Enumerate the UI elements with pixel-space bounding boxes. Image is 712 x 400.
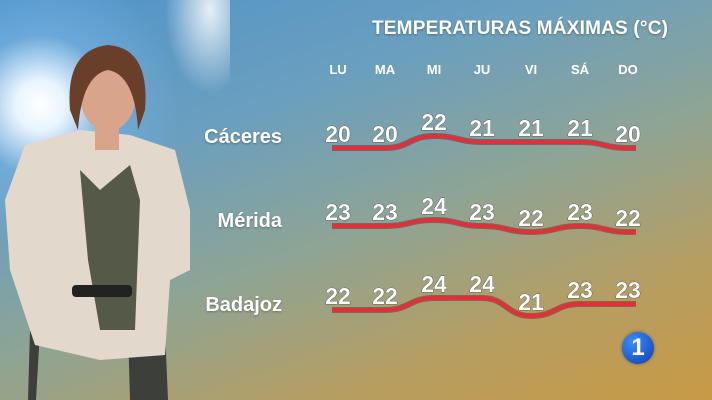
city-label: Cáceres: [204, 126, 282, 148]
data-label: 22: [615, 205, 641, 231]
series-line: [332, 217, 636, 235]
day-label: DO: [618, 62, 638, 77]
data-label: 24: [421, 193, 447, 219]
data-label: 21: [518, 115, 544, 141]
city-label: Mérida: [217, 210, 282, 232]
data-label: 23: [615, 277, 641, 303]
series-line: [332, 133, 636, 150]
data-label: 21: [469, 115, 495, 141]
data-label: 20: [372, 121, 398, 147]
data-label: 22: [372, 283, 398, 309]
data-label: 20: [615, 121, 641, 147]
day-label: VI: [524, 62, 538, 77]
data-label: 24: [421, 271, 447, 297]
data-label: 20: [325, 121, 351, 147]
day-label: MA: [374, 62, 396, 77]
data-label: 22: [325, 283, 351, 309]
data-label: 22: [421, 109, 447, 135]
city-label: Badajoz: [205, 294, 282, 316]
presenter: [5, 45, 190, 400]
data-label: 21: [518, 289, 544, 315]
channel-logo: 1: [622, 332, 654, 364]
day-label: SÁ: [570, 62, 590, 77]
chart-title: TEMPERATURAS MÁXIMAS (°C): [372, 18, 669, 39]
data-label: 23: [567, 199, 593, 225]
data-label: 23: [469, 199, 495, 225]
day-label: MI: [426, 62, 442, 77]
data-label: 23: [325, 199, 351, 225]
series-line: [332, 295, 636, 319]
data-label: 23: [372, 199, 398, 225]
day-label: JU: [473, 62, 491, 77]
data-label: 23: [567, 277, 593, 303]
data-label: 24: [469, 271, 495, 297]
data-label: 21: [567, 115, 593, 141]
data-label: 22: [518, 205, 544, 231]
day-label: LU: [329, 62, 347, 77]
